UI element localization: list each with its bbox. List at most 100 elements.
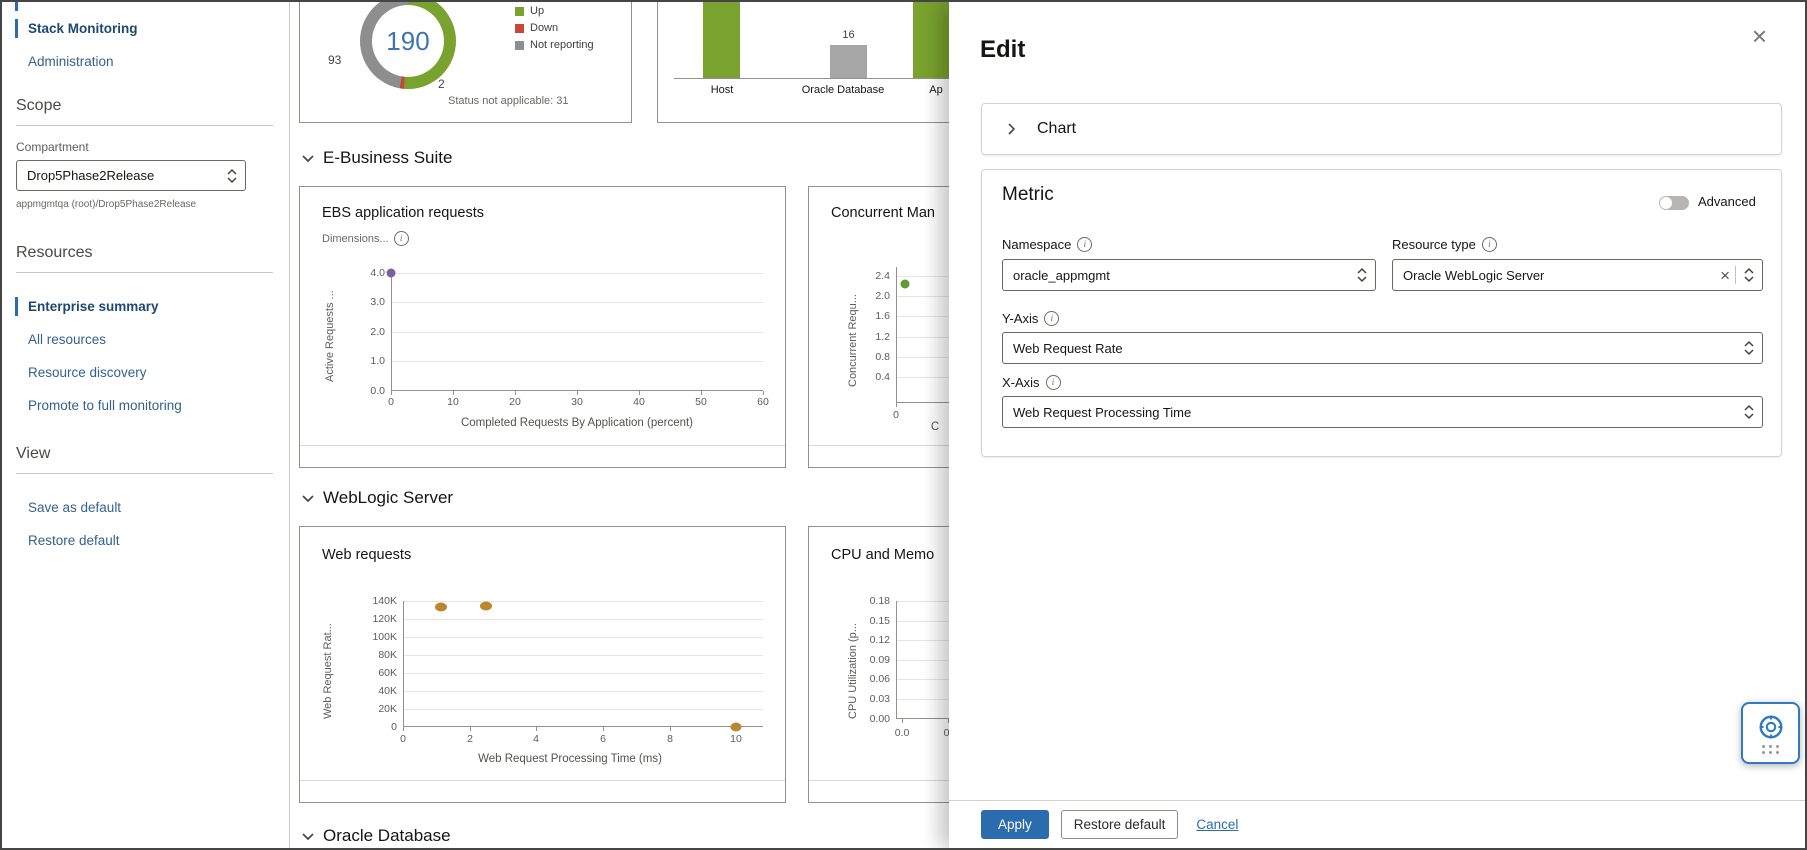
divider bbox=[16, 473, 273, 474]
y-axis-label: Y-Axis bbox=[1002, 311, 1039, 326]
tick-mark bbox=[763, 391, 764, 395]
sidebar-item-promote-to-full-monitoring[interactable]: Promote to full monitoring bbox=[2, 396, 289, 415]
x-tick: 40 bbox=[633, 396, 645, 408]
gridline bbox=[403, 655, 763, 656]
y-axis-select[interactable]: Web Request Rate bbox=[1002, 332, 1763, 364]
sidebar-item-all-resources[interactable]: All resources bbox=[2, 330, 289, 349]
section-toggle-ebusiness-suite[interactable]: E-Business Suite bbox=[302, 148, 452, 168]
compartment-label: Compartment bbox=[16, 140, 89, 154]
tick-mark bbox=[603, 727, 604, 731]
sidebar-item-save-as-default[interactable]: Save as default bbox=[2, 498, 289, 517]
chart-section-expander[interactable]: Chart bbox=[982, 104, 1781, 154]
x-tick: 10 bbox=[730, 733, 742, 745]
resource-type-field-label: Resource type bbox=[1392, 237, 1497, 252]
sidebar-item-label: Save as default bbox=[28, 500, 122, 515]
x-tick: 0 bbox=[400, 733, 406, 745]
tick-mark bbox=[515, 391, 516, 395]
sidebar-item-stack-monitoring[interactable]: Stack Monitoring bbox=[2, 19, 289, 38]
sidebar-item-label: Administration bbox=[28, 54, 114, 69]
x-tick: 20 bbox=[509, 396, 521, 408]
y-tick: 0.4 bbox=[875, 371, 890, 383]
view-heading: View bbox=[16, 445, 51, 462]
info-icon[interactable] bbox=[1077, 237, 1093, 252]
y-tick: 0.8 bbox=[875, 351, 890, 363]
info-icon bbox=[393, 231, 409, 246]
x-tick: 60 bbox=[757, 396, 769, 408]
chevron-down-icon bbox=[302, 154, 314, 162]
chevron-down-icon bbox=[302, 494, 314, 502]
close-icon[interactable] bbox=[1746, 22, 1773, 50]
y-tick: 1.0 bbox=[370, 355, 385, 367]
chart-title: Concurrent Man bbox=[831, 205, 935, 221]
x-axis-title: C bbox=[930, 421, 940, 433]
chart-card-web-requests: Web requests Web Request Rat... 140K 120… bbox=[299, 526, 786, 803]
legend-item-not-reporting: Not reporting bbox=[515, 39, 594, 51]
y-tick: 80K bbox=[378, 649, 397, 661]
divider bbox=[16, 125, 273, 126]
y-tick: 1.2 bbox=[875, 331, 890, 343]
compartment-value: Drop5Phase2Release bbox=[27, 168, 155, 183]
plot-area bbox=[403, 601, 763, 727]
clear-icon[interactable] bbox=[1715, 267, 1735, 284]
namespace-select[interactable]: oracle_appmgmt bbox=[1002, 259, 1376, 291]
y-tick: 0.00 bbox=[869, 713, 890, 725]
x-tick: 2 bbox=[467, 733, 473, 745]
info-icon[interactable] bbox=[1481, 237, 1497, 252]
sidebar-item-label: Promote to full monitoring bbox=[28, 398, 182, 413]
category-label: Ap bbox=[929, 84, 943, 96]
y-axis-title: Web Request Rat... bbox=[322, 623, 334, 719]
bar-host bbox=[703, 2, 740, 78]
compartment-path: appmgmtqa (root)/Drop5Phase2Release bbox=[16, 199, 197, 210]
sidebar-item-administration[interactable]: Administration bbox=[2, 52, 289, 71]
sidebar-item-enterprise-summary[interactable]: Enterprise summary bbox=[2, 297, 289, 316]
x-tick: 0 bbox=[893, 409, 899, 421]
legend-swatch-down bbox=[515, 23, 524, 33]
legend-swatch-up bbox=[515, 6, 524, 16]
gridline bbox=[403, 637, 763, 638]
apply-button[interactable]: Apply bbox=[981, 810, 1049, 839]
data-point bbox=[386, 268, 396, 278]
compartment-select[interactable]: Drop5Phase2Release bbox=[16, 160, 246, 191]
namespace-field-label: Namespace bbox=[1002, 237, 1093, 252]
y-tick: 0.18 bbox=[869, 595, 890, 607]
status-note: Status not applicable: 31 bbox=[448, 95, 569, 107]
dimensions-control[interactable]: Dimensions... bbox=[322, 231, 409, 246]
resource-type-combobox[interactable]: Oracle WebLogic Server bbox=[1392, 259, 1763, 291]
x-tick: 30 bbox=[571, 396, 583, 408]
restore-default-button[interactable]: Restore default bbox=[1060, 810, 1179, 839]
metric-heading: Metric bbox=[1002, 184, 1054, 205]
gridline bbox=[391, 273, 763, 274]
x-tick: 10 bbox=[447, 396, 459, 408]
data-point bbox=[435, 602, 447, 612]
section-toggle-oracle-database[interactable]: Oracle Database bbox=[302, 826, 451, 846]
sidebar-item-restore-default[interactable]: Restore default bbox=[2, 531, 289, 550]
x-axis-select[interactable]: Web Request Processing Time bbox=[1002, 396, 1763, 428]
help-widget[interactable] bbox=[1741, 702, 1800, 764]
y-tick: 0.09 bbox=[869, 654, 890, 666]
donut-center-value: 190 bbox=[386, 25, 430, 56]
x-tick: 0. bbox=[943, 727, 953, 739]
gridline bbox=[403, 619, 763, 620]
x-axis-title: Web Request Processing Time (ms) bbox=[478, 753, 662, 765]
x-tick: 0 bbox=[388, 396, 394, 408]
sidebar-item-label: Resource discovery bbox=[28, 365, 147, 380]
y-tick: 100K bbox=[372, 631, 397, 643]
chart-title: Web requests bbox=[322, 547, 412, 563]
y-tick: 20K bbox=[378, 703, 397, 715]
sidebar-item-label: Restore default bbox=[28, 533, 120, 548]
info-icon[interactable] bbox=[1045, 375, 1061, 390]
clipped-nav-item bbox=[15, 2, 18, 11]
info-icon[interactable] bbox=[1044, 311, 1060, 326]
x-axis-label: X-Axis bbox=[1002, 375, 1040, 390]
y-tick: 60K bbox=[378, 667, 397, 679]
data-point bbox=[900, 279, 910, 289]
section-toggle-weblogic-server[interactable]: WebLogic Server bbox=[302, 488, 453, 508]
sidebar-item-resource-discovery[interactable]: Resource discovery bbox=[2, 363, 289, 382]
chart-card-ebs-application-requests: EBS application requests Dimensions... A… bbox=[299, 186, 786, 468]
cancel-link[interactable]: Cancel bbox=[1196, 817, 1239, 832]
tick-mark bbox=[536, 727, 537, 731]
gridline bbox=[403, 601, 763, 602]
x-tick: 4 bbox=[533, 733, 539, 745]
advanced-toggle[interactable] bbox=[1659, 196, 1689, 210]
